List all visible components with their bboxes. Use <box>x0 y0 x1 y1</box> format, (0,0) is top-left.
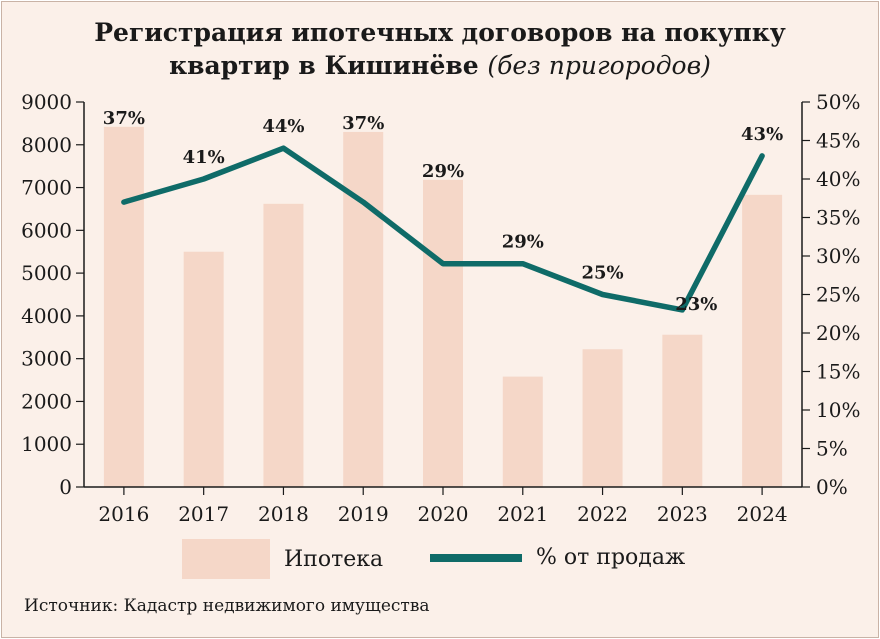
legend-item-mortgage: Ипотека <box>182 539 383 579</box>
data-label-2020: 29% <box>422 161 464 182</box>
y-left-tick-label: 0 <box>59 475 72 499</box>
chart-title-main: квартир в Кишинёве <box>169 51 479 80</box>
source-note: Источник: Кадастр недвижимого имущества <box>24 596 430 616</box>
legend-bar-swatch <box>182 539 270 579</box>
data-label-2019: 37% <box>342 113 384 134</box>
bar-2024 <box>742 194 783 488</box>
y-right-tick-label: 45% <box>816 129 860 153</box>
data-label-2016: 37% <box>103 108 145 129</box>
y-right-tick-label: 20% <box>816 321 860 345</box>
y-right-tick-label: 35% <box>816 206 860 230</box>
x-tick-label-2017: 2017 <box>178 502 229 526</box>
x-tick-label-2021: 2021 <box>497 502 548 526</box>
bar-2020 <box>423 179 463 487</box>
legend-label-mortgage: Ипотека <box>284 546 384 572</box>
x-tick-label-2020: 2020 <box>418 502 469 526</box>
x-tick-label-2024: 2024 <box>737 502 788 526</box>
data-label-2018: 44% <box>262 116 304 137</box>
data-label-2023: 23% <box>675 294 717 315</box>
x-tick-label-2023: 2023 <box>657 502 708 526</box>
data-label-2021: 29% <box>502 232 544 253</box>
y-left-tick-label: 5000 <box>21 261 72 285</box>
bar-2023 <box>662 334 703 487</box>
data-label-2022: 25% <box>581 263 623 284</box>
y-right-tick-label: 40% <box>816 167 860 191</box>
bar-2019 <box>343 131 384 487</box>
y-right-tick-label: 15% <box>816 360 860 384</box>
data-label-2024: 43% <box>741 124 783 145</box>
x-tick-label-2022: 2022 <box>577 502 628 526</box>
legend-item-share: % от продаж <box>430 545 685 570</box>
bar-2022 <box>582 349 623 487</box>
y-left-tick-label: 7000 <box>21 176 72 200</box>
y-left-tick-label: 9000 <box>21 90 72 114</box>
x-tick-label-2018: 2018 <box>258 502 309 526</box>
chart-legend: Ипотека % от продаж <box>2 537 878 581</box>
y-right-tick-label: 0% <box>816 475 848 499</box>
y-right-tick-label: 10% <box>816 398 860 422</box>
legend-label-share: % от продаж <box>536 545 686 570</box>
y-left-tick-label: 3000 <box>21 347 72 371</box>
y-left-tick-label: 4000 <box>21 304 72 328</box>
chart-subtitle: (без пригородов) <box>487 51 711 80</box>
chart-title-line1: Регистрация ипотечных договоров на покуп… <box>94 18 786 47</box>
bar-2017 <box>183 251 224 487</box>
chart-title: Регистрация ипотечных договоров на покуп… <box>2 16 878 82</box>
bar-2018 <box>263 203 304 488</box>
y-right-tick-label: 25% <box>816 283 860 307</box>
y-right-tick-label: 50% <box>816 90 860 114</box>
y-left-tick-label: 8000 <box>21 133 72 157</box>
x-tick-label-2016: 2016 <box>98 502 149 526</box>
chart-title-line2: квартир в Кишинёве (без пригородов) <box>2 49 878 82</box>
x-tick-label-2019: 2019 <box>338 502 389 526</box>
y-right-tick-label: 5% <box>816 437 848 461</box>
y-left-tick-label: 6000 <box>21 218 72 242</box>
bar-2021 <box>502 376 543 487</box>
y-left-tick-label: 2000 <box>21 389 72 413</box>
y-left-tick-label: 1000 <box>21 432 72 456</box>
legend-line-swatch <box>430 553 522 562</box>
bar-2016 <box>103 126 144 488</box>
data-label-2017: 41% <box>183 147 225 168</box>
y-right-tick-label: 30% <box>816 244 860 268</box>
